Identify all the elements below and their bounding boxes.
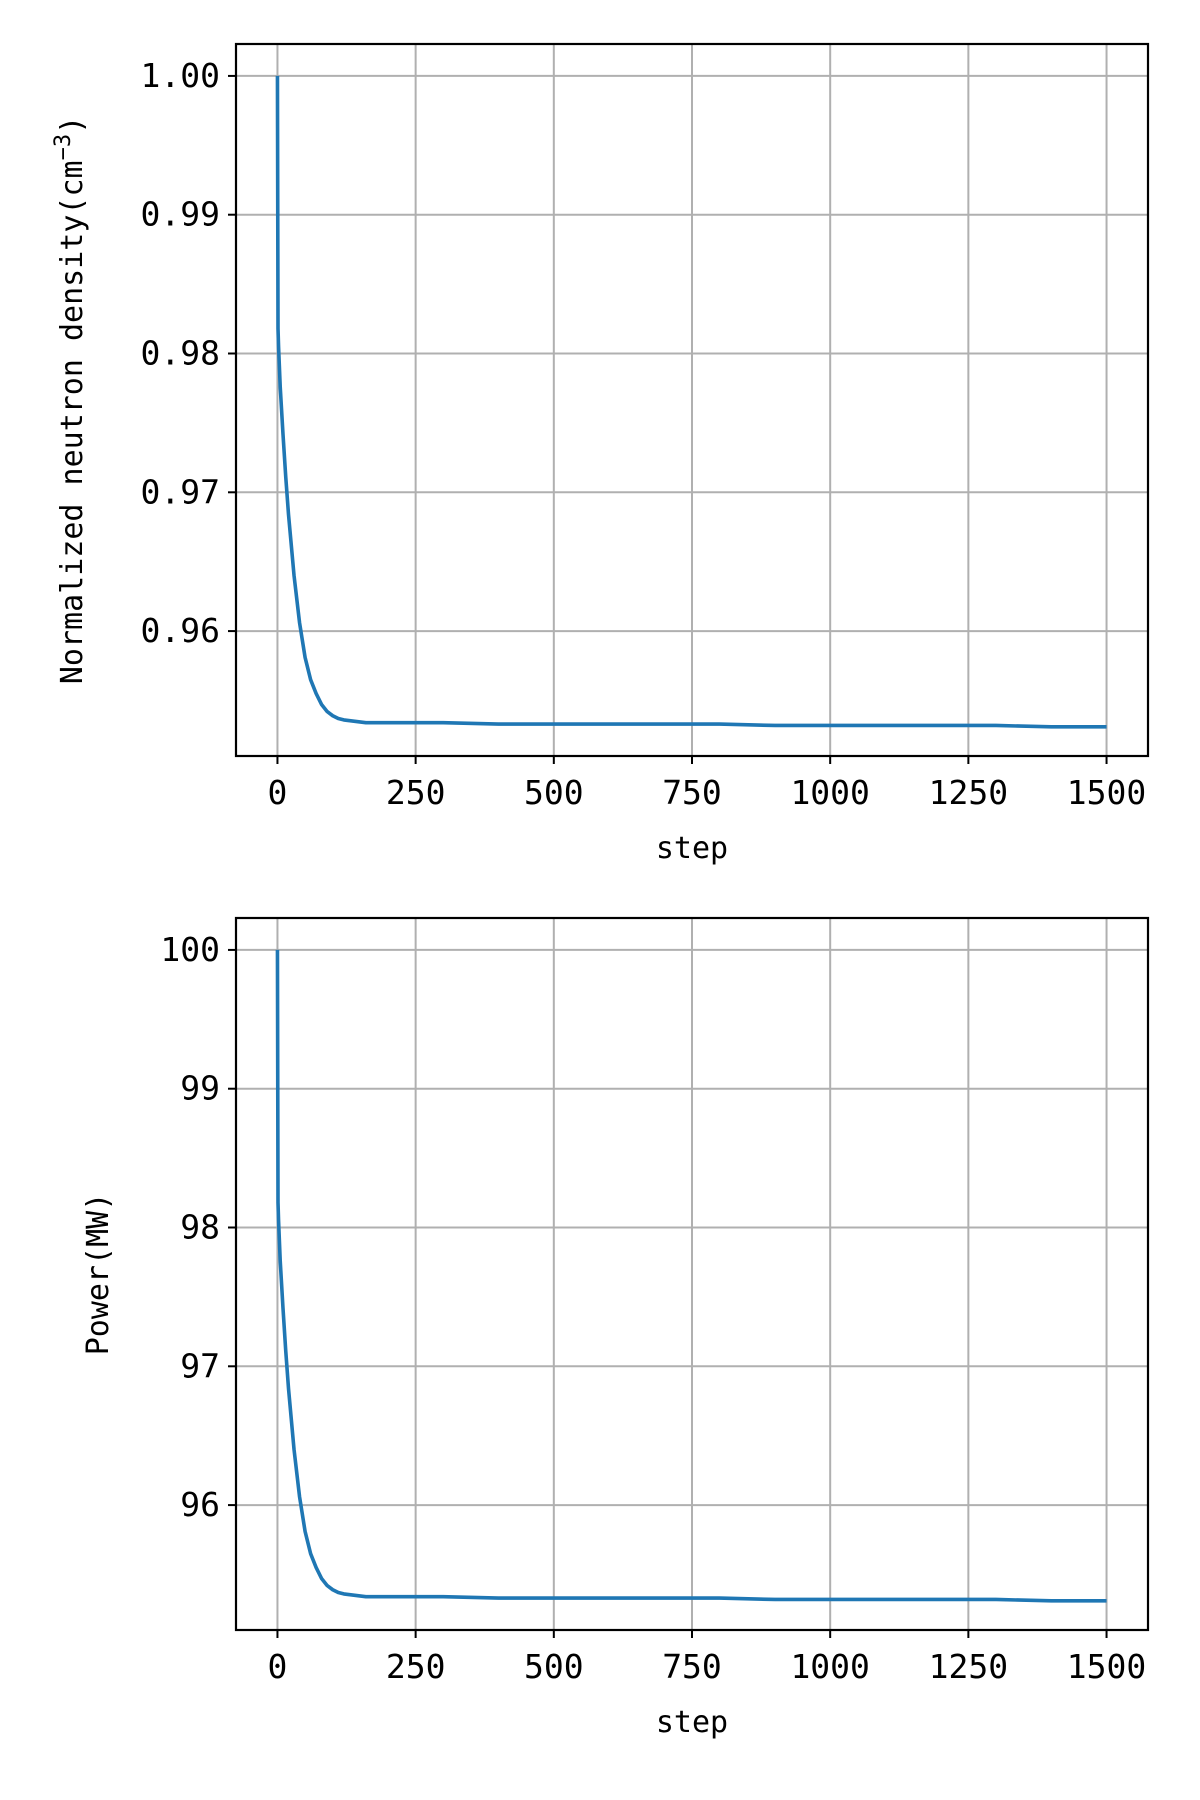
chart-1-x-tick-label-3: 750 — [662, 1647, 722, 1686]
chart-0-y-tick-label-0: 0.96 — [141, 611, 220, 650]
chart-0-x-tick-label-4: 1000 — [790, 773, 869, 812]
chart-0-x-tick-label-1: 250 — [386, 773, 446, 812]
chart-0-series-line — [275, 75, 1107, 729]
chart-0-y-axis-label-superscript: −3 — [51, 134, 76, 161]
chart-0-x-tick-label-3: 750 — [662, 773, 722, 812]
chart-0-y-axis-label-suffix: ) — [55, 116, 90, 134]
chart-1-x-tick-label-5: 1250 — [929, 1647, 1008, 1686]
chart-1-x-tick-label-4: 1000 — [790, 1647, 869, 1686]
chart-0-x-tick-label-2: 500 — [524, 773, 584, 812]
chart-1-y-tick-label-4: 100 — [160, 930, 220, 969]
chart-0-x-tick-label-0: 0 — [268, 773, 288, 812]
chart-0-y-tick-label-4: 1.00 — [141, 56, 220, 95]
chart-0-y-axis-label: Normalized neutron density(cm−3) — [51, 116, 90, 684]
chart-1-y-tick-label-3: 99 — [180, 1069, 220, 1108]
chart-1-y-axis-label-text: Power(MW) — [81, 1193, 116, 1356]
chart-1-y-tick-label-0: 96 — [180, 1485, 220, 1524]
chart-0-y-axis-label-text: Normalized neutron density(cm — [55, 160, 90, 684]
chart-1-y-axis-label: Power(MW) — [81, 1193, 116, 1356]
chart-0-x-axis-label: step — [656, 831, 728, 866]
chart-0-x-tick-label-6: 1500 — [1067, 773, 1146, 812]
chart-0-y-tick-label-3: 0.99 — [141, 195, 220, 234]
chart-1-y-tick-label-1: 97 — [180, 1346, 220, 1385]
chart-panel-power: 0 250 500 750 1000 1250 1500 96 97 98 99 100 step Pow… — [81, 916, 1150, 1740]
chart-1-x-tick-label-2: 500 — [524, 1647, 584, 1686]
chart-0-x-tick-label-5: 1250 — [929, 773, 1008, 812]
chart-1-x-tick-label-6: 1500 — [1067, 1647, 1146, 1686]
chart-0-y-tick-label-1: 0.97 — [141, 472, 220, 511]
chart-1-x-tick-label-1: 250 — [386, 1647, 446, 1686]
chart-1-x-axis-label: step — [656, 1705, 728, 1740]
chart-0-y-tick-label-2: 0.98 — [141, 334, 220, 373]
chart-1-series-line — [275, 949, 1107, 1603]
chart-panel-neutron-density: 0 250 500 750 1000 1250 1500 0.96 0.97 0.98 0.99 1.… — [51, 42, 1150, 866]
chart-1-x-tick-label-0: 0 — [268, 1647, 288, 1686]
chart-1-y-tick-label-2: 98 — [180, 1208, 220, 1247]
